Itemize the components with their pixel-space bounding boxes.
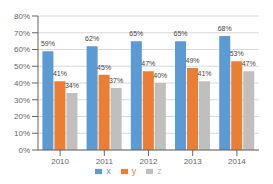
svg-text:68%: 68% xyxy=(218,25,232,32)
svg-text:2010: 2010 xyxy=(51,157,69,166)
svg-text:34%: 34% xyxy=(65,82,79,89)
svg-text:80%: 80% xyxy=(14,12,30,21)
svg-text:70%: 70% xyxy=(14,29,30,38)
svg-text:10%: 10% xyxy=(14,129,30,138)
svg-text:47%: 47% xyxy=(242,60,256,67)
svg-text:59%: 59% xyxy=(41,40,55,47)
html-text:y: y xyxy=(131,166,137,176)
svg-text:49%: 49% xyxy=(186,57,200,64)
svg-text:37%: 37% xyxy=(109,77,123,84)
svg-text:62%: 62% xyxy=(85,35,99,42)
svg-text:65%: 65% xyxy=(174,30,188,37)
html-text:z: z xyxy=(157,166,162,176)
svg-text:0%: 0% xyxy=(18,146,30,155)
svg-text:41%: 41% xyxy=(198,70,212,77)
svg-text:47%: 47% xyxy=(141,60,155,67)
svg-text:60%: 60% xyxy=(14,45,30,54)
svg-text:2014: 2014 xyxy=(228,157,246,166)
html-text:x: x xyxy=(106,166,111,176)
svg-text:30%: 30% xyxy=(14,96,30,105)
svg-text:65%: 65% xyxy=(129,30,143,37)
svg-text:2013: 2013 xyxy=(184,157,202,166)
svg-text:41%: 41% xyxy=(53,70,67,77)
svg-text:40%: 40% xyxy=(14,79,30,88)
svg-text:2011: 2011 xyxy=(96,157,114,166)
svg-text:50%: 50% xyxy=(14,62,30,71)
svg-text:45%: 45% xyxy=(97,64,111,71)
svg-text:40%: 40% xyxy=(153,72,167,79)
svg-text:2012: 2012 xyxy=(140,157,158,166)
svg-text:53%: 53% xyxy=(230,50,244,57)
svg-text:20%: 20% xyxy=(14,112,30,121)
